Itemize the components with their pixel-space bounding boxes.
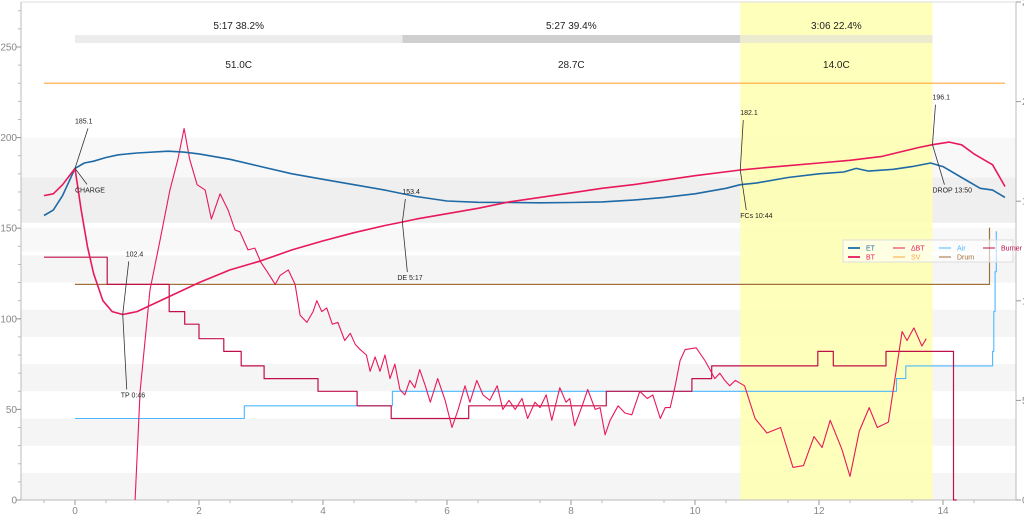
legend-label-et: ET bbox=[866, 246, 876, 253]
annotation-leader bbox=[739, 169, 747, 211]
annotation-leader bbox=[74, 128, 89, 169]
y-tick-label: 250 bbox=[0, 43, 17, 54]
y-tick-label: 100 bbox=[0, 314, 17, 325]
phase-delta-label: 51.0C bbox=[225, 60, 252, 71]
x-tick-label: 2 bbox=[196, 506, 202, 517]
y2-tick-label: 2 bbox=[1022, 0, 1024, 9]
event-annotations: 185.1 CHARGE 102.4 TP 0:46 153.4 DE 5:17 182.1… bbox=[74, 95, 972, 399]
annotation-label: FCs 10:44 bbox=[740, 213, 772, 220]
legend-label-air: Air bbox=[957, 246, 966, 253]
x-tick-label: 12 bbox=[813, 506, 825, 517]
phase-bar-segment bbox=[402, 35, 741, 43]
annotation-leader bbox=[401, 198, 406, 223]
annotation-label: CHARGE bbox=[75, 187, 105, 194]
phase-delta-label: 28.7C bbox=[558, 60, 585, 71]
series-bt-line bbox=[43, 141, 1006, 316]
phase-time-label: 5:17 38.2% bbox=[213, 21, 264, 32]
annotation-value: 185.1 bbox=[75, 118, 93, 125]
legend-label-sv: SV bbox=[911, 255, 921, 262]
x-tick-label: 4 bbox=[320, 506, 326, 517]
annotation-label: DROP 13:50 bbox=[932, 188, 972, 195]
y2-tick-label: 2 bbox=[1022, 97, 1024, 108]
legend-box bbox=[842, 239, 1014, 263]
x-tick-label: 0 bbox=[72, 506, 78, 517]
legend-label-bt: BT bbox=[866, 255, 876, 262]
annotation-value: 102.4 bbox=[126, 251, 144, 258]
annotation-leader bbox=[401, 221, 408, 273]
annotation-leader bbox=[932, 144, 945, 185]
annotation-value: 153.4 bbox=[402, 189, 420, 196]
y-tick-label: 50 bbox=[6, 405, 18, 416]
x-tick-label: 10 bbox=[689, 506, 701, 517]
phase-time-label: 5:27 39.4% bbox=[546, 21, 597, 32]
phase-bar-segment bbox=[740, 35, 933, 43]
legend-label-drum: Drum bbox=[957, 255, 974, 262]
y2-tick-label: 5 bbox=[1022, 396, 1024, 407]
series-et-line bbox=[43, 150, 1006, 217]
series-lines bbox=[43, 82, 1006, 501]
phase-bar: 5:17 38.2% 51.0C 5:27 39.4% 28.7C 3:06 22.4%… bbox=[75, 21, 933, 71]
annotation-leader bbox=[739, 120, 744, 171]
annotation-leader bbox=[122, 314, 128, 390]
y-tick-label: 200 bbox=[0, 133, 17, 144]
annotation-label: DE 5:17 bbox=[397, 275, 422, 282]
y-tick-label: 0 bbox=[11, 496, 17, 507]
x-tick-label: 6 bbox=[444, 506, 450, 517]
annotation-value: 182.1 bbox=[740, 110, 758, 117]
series-dbt-line bbox=[134, 127, 927, 501]
y2-tick-label: 1 bbox=[1022, 197, 1024, 208]
legend-label-dbt: ΔBT bbox=[911, 246, 925, 253]
phase-time-label: 3:06 22.4% bbox=[811, 21, 862, 32]
annotation-value: 196.1 bbox=[932, 95, 950, 102]
annotation-leader bbox=[932, 104, 936, 145]
phase-delta-label: 14.0C bbox=[823, 60, 850, 71]
legend[interactable]: ET ΔBT Air Burner BT SV Drum bbox=[842, 239, 1023, 263]
series-burner-line bbox=[44, 256, 957, 501]
y-tick-label: 150 bbox=[0, 224, 17, 235]
annotation-label: TP 0:46 bbox=[121, 392, 145, 399]
x-tick-label: 14 bbox=[937, 506, 949, 517]
legend-label-burner: Burner bbox=[1001, 246, 1023, 253]
y2-tick-label: 0 bbox=[1022, 496, 1024, 507]
phase-bar-segment bbox=[75, 35, 403, 43]
annotation-leader bbox=[122, 261, 130, 315]
x-tick-label: 8 bbox=[568, 506, 574, 517]
y2-tick-label: 1 bbox=[1022, 296, 1024, 307]
annotation-leader bbox=[74, 168, 88, 185]
